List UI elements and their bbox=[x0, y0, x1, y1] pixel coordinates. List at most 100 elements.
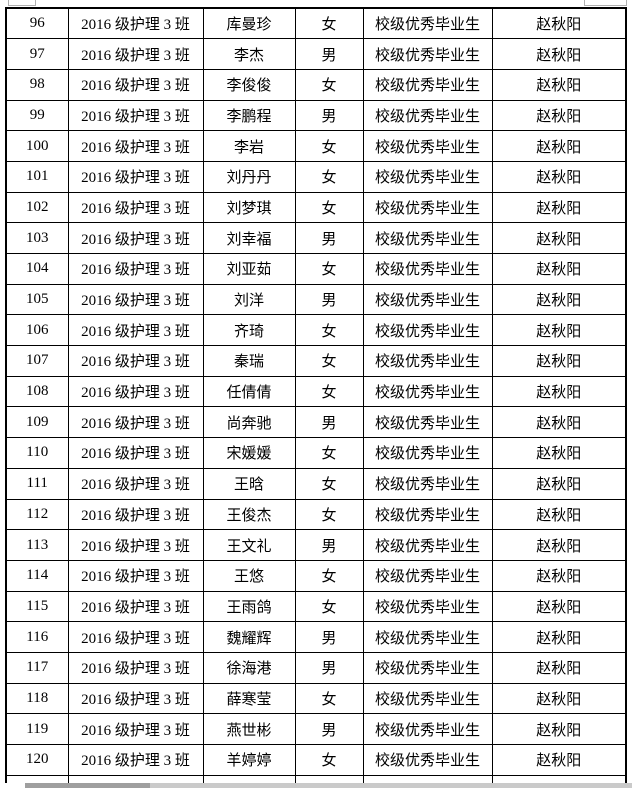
cell-advisor: 赵秋阳 bbox=[491, 314, 627, 347]
cell-class-name: 2016 级护理 3 班 bbox=[67, 559, 204, 592]
cell-student-name: 王悠 bbox=[202, 559, 296, 592]
cell-advisor: 赵秋阳 bbox=[491, 621, 627, 653]
cell-student-name: 尚奔驰 bbox=[202, 406, 296, 439]
cell-class-name: 2016 级护理 3 班 bbox=[67, 38, 204, 70]
clipped-cell-remnant-top-left bbox=[8, 0, 36, 6]
cell-award: 校级优秀毕业生 bbox=[362, 682, 493, 715]
cell-row-number: 99 bbox=[5, 99, 69, 132]
table-row: 103 2016 级护理 3 班刘幸福男校级优秀毕业生 赵秋阳 bbox=[5, 222, 627, 254]
cell-gender: 男 bbox=[294, 713, 364, 745]
cell-student-name: 王雨鸽 bbox=[202, 590, 296, 623]
cell-row-number: 105 bbox=[5, 283, 69, 316]
cell-student-name: 任倩倩 bbox=[202, 375, 296, 408]
cell-gender: 女 bbox=[294, 559, 364, 592]
empty-cell bbox=[202, 774, 296, 783]
table-row: 108 2016 级护理 3 班任倩倩女校级优秀毕业生 赵秋阳 bbox=[5, 375, 627, 408]
cell-class-name: 2016 级护理 3 班 bbox=[67, 590, 204, 623]
empty-cell bbox=[362, 774, 493, 783]
table-row: 116 2016 级护理 3 班魏耀辉男校级优秀毕业生 赵秋阳 bbox=[5, 621, 627, 653]
cell-class-name: 2016 级护理 3 班 bbox=[67, 191, 204, 224]
empty-cell bbox=[5, 774, 69, 783]
table-row: 114 2016 级护理 3 班王悠女校级优秀毕业生 赵秋阳 bbox=[5, 559, 627, 592]
cell-student-name: 刘洋 bbox=[202, 283, 296, 316]
cell-advisor: 赵秋阳 bbox=[491, 160, 627, 193]
cell-gender: 女 bbox=[294, 345, 364, 377]
cell-advisor: 赵秋阳 bbox=[491, 68, 627, 101]
cell-row-number: 102 bbox=[5, 191, 69, 224]
cell-row-number: 116 bbox=[5, 621, 69, 653]
cell-row-number: 98 bbox=[5, 68, 69, 101]
cell-row-number: 119 bbox=[5, 713, 69, 745]
cell-gender: 女 bbox=[294, 314, 364, 347]
cell-class-name: 2016 级护理 3 班 bbox=[67, 160, 204, 193]
table-row: 106 2016 级护理 3 班齐琦女校级优秀毕业生 赵秋阳 bbox=[5, 314, 627, 347]
cell-advisor: 赵秋阳 bbox=[491, 99, 627, 132]
table-body: 96 2016 级护理 3 班库曼珍女校级优秀毕业生 赵秋阳 97 2016 级护理 3… bbox=[5, 7, 627, 783]
table-row: 115 2016 级护理 3 班王雨鸽女校级优秀毕业生 赵秋阳 bbox=[5, 590, 627, 623]
cell-student-name: 秦瑞 bbox=[202, 345, 296, 377]
cell-student-name: 燕世彬 bbox=[202, 713, 296, 745]
cell-class-name: 2016 级护理 3 班 bbox=[67, 682, 204, 715]
cell-class-name: 2016 级护理 3 班 bbox=[67, 283, 204, 316]
cell-class-name: 2016 级护理 3 班 bbox=[67, 498, 204, 531]
table-row: 109 2016 级护理 3 班尚奔驰男校级优秀毕业生 赵秋阳 bbox=[5, 406, 627, 439]
window-edge-shadow-dark bbox=[25, 783, 150, 788]
cell-row-number: 115 bbox=[5, 590, 69, 623]
cell-award: 校级优秀毕业生 bbox=[362, 283, 493, 316]
cell-award: 校级优秀毕业生 bbox=[362, 160, 493, 193]
table-row: 113 2016 级护理 3 班王文礼男校级优秀毕业生 赵秋阳 bbox=[5, 529, 627, 561]
table-row: 99 2016 级护理 3 班李鹏程男校级优秀毕业生 赵秋阳 bbox=[5, 99, 627, 132]
cell-advisor: 赵秋阳 bbox=[491, 222, 627, 254]
partial-row bbox=[5, 774, 627, 783]
cell-gender: 女 bbox=[294, 498, 364, 531]
cell-row-number: 118 bbox=[5, 682, 69, 715]
table-row: 107 2016 级护理 3 班秦瑞女校级优秀毕业生 赵秋阳 bbox=[5, 345, 627, 377]
cell-advisor: 赵秋阳 bbox=[491, 713, 627, 745]
clipped-cell-remnant-top-right bbox=[584, 0, 627, 6]
cell-gender: 女 bbox=[294, 744, 364, 776]
cell-award: 校级优秀毕业生 bbox=[362, 590, 493, 623]
cell-advisor: 赵秋阳 bbox=[491, 590, 627, 623]
table-row: 111 2016 级护理 3 班王晗女校级优秀毕业生 赵秋阳 bbox=[5, 467, 627, 500]
cell-advisor: 赵秋阳 bbox=[491, 283, 627, 316]
cell-award: 校级优秀毕业生 bbox=[362, 713, 493, 745]
cell-award: 校级优秀毕业生 bbox=[362, 38, 493, 70]
empty-cell bbox=[67, 774, 204, 783]
table-row: 117 2016 级护理 3 班徐海港男校级优秀毕业生 赵秋阳 bbox=[5, 651, 627, 684]
cell-student-name: 李杰 bbox=[202, 38, 296, 70]
cell-student-name: 羊婷婷 bbox=[202, 744, 296, 776]
cell-student-name: 库曼珍 bbox=[202, 7, 296, 40]
cell-award: 校级优秀毕业生 bbox=[362, 99, 493, 132]
cell-class-name: 2016 级护理 3 班 bbox=[67, 529, 204, 561]
cell-row-number: 110 bbox=[5, 437, 69, 469]
cell-student-name: 刘梦琪 bbox=[202, 191, 296, 224]
cell-gender: 女 bbox=[294, 375, 364, 408]
cell-class-name: 2016 级护理 3 班 bbox=[67, 713, 204, 745]
table-row: 96 2016 级护理 3 班库曼珍女校级优秀毕业生 赵秋阳 bbox=[5, 7, 627, 40]
cell-gender: 女 bbox=[294, 590, 364, 623]
cell-class-name: 2016 级护理 3 班 bbox=[67, 406, 204, 439]
cell-class-name: 2016 级护理 3 班 bbox=[67, 375, 204, 408]
cell-gender: 男 bbox=[294, 621, 364, 653]
cell-student-name: 李岩 bbox=[202, 130, 296, 162]
cell-row-number: 117 bbox=[5, 651, 69, 684]
cell-student-name: 薛寒莹 bbox=[202, 682, 296, 715]
cell-student-name: 刘亚茹 bbox=[202, 253, 296, 285]
table-row: 118 2016 级护理 3 班薛寒莹女校级优秀毕业生 赵秋阳 bbox=[5, 682, 627, 715]
cell-award: 校级优秀毕业生 bbox=[362, 621, 493, 653]
cell-student-name: 王文礼 bbox=[202, 529, 296, 561]
cell-row-number: 97 bbox=[5, 38, 69, 70]
cell-student-name: 刘幸福 bbox=[202, 222, 296, 254]
cell-gender: 女 bbox=[294, 130, 364, 162]
cell-gender: 男 bbox=[294, 99, 364, 132]
cell-row-number: 101 bbox=[5, 160, 69, 193]
cell-award: 校级优秀毕业生 bbox=[362, 559, 493, 592]
cell-award: 校级优秀毕业生 bbox=[362, 498, 493, 531]
cell-award: 校级优秀毕业生 bbox=[362, 529, 493, 561]
cell-award: 校级优秀毕业生 bbox=[362, 437, 493, 469]
cell-row-number: 112 bbox=[5, 498, 69, 531]
cell-advisor: 赵秋阳 bbox=[491, 682, 627, 715]
cell-gender: 女 bbox=[294, 68, 364, 101]
cell-student-name: 宋媛媛 bbox=[202, 437, 296, 469]
